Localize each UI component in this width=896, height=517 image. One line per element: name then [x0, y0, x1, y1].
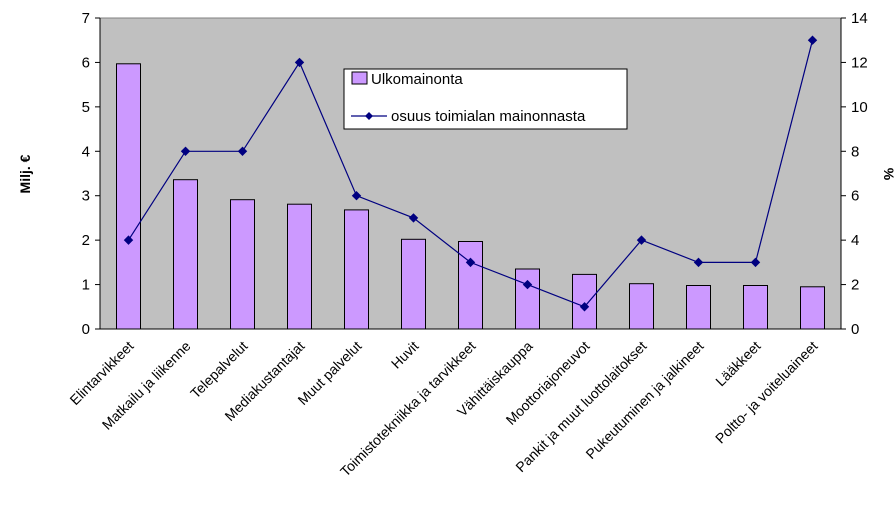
- y-tick-label: 2: [82, 232, 90, 249]
- line-point: [693, 257, 704, 268]
- line-point: [294, 57, 305, 68]
- legend-line-marker: [365, 112, 373, 120]
- y2-tick-label: 2: [851, 277, 859, 294]
- y2-tick-label: 8: [851, 143, 859, 160]
- axes: [99, 18, 842, 330]
- x-tick-label: Lääkkeet: [712, 338, 764, 390]
- bar: [572, 273, 597, 330]
- bar: [458, 241, 483, 330]
- y-tick-label: 4: [82, 143, 90, 160]
- line-point: [123, 235, 134, 245]
- line-point: [237, 146, 248, 156]
- legend: Ulkomainonta osuus toimialan mainonnasta: [343, 68, 628, 130]
- left-axis-title: Milj. €: [17, 154, 33, 193]
- bar: [629, 283, 654, 330]
- line-point: [579, 302, 590, 312]
- line-point: [180, 146, 191, 156]
- legend-box: [343, 68, 628, 130]
- x-tick-label: Pukeutuminen ja jalkineet: [582, 338, 706, 462]
- legend-bar-swatch: [351, 71, 368, 85]
- y2-tick-label: 14: [851, 10, 868, 27]
- line-point: [807, 35, 818, 45]
- bar: [116, 63, 141, 330]
- y-tick-label: 7: [82, 10, 90, 27]
- y-tick-label: 1: [82, 277, 90, 294]
- line-point: [522, 279, 533, 290]
- bar: [287, 203, 312, 330]
- bar: [515, 268, 540, 330]
- bar: [401, 238, 426, 330]
- line-point: [636, 235, 647, 245]
- right-axis-title: %: [881, 168, 896, 181]
- line-point: [408, 213, 419, 223]
- y2-tick-label: 6: [851, 188, 859, 205]
- legend-bar-label: Ulkomainonta: [371, 71, 463, 88]
- bar: [743, 285, 768, 330]
- y-tick-label: 5: [82, 99, 90, 116]
- line-point: [465, 257, 476, 268]
- left-axis-ticks: 0 1 2 3 4 5 6 7: [82, 10, 100, 338]
- x-tick-label: Poltto- ja voiteluaineet: [712, 338, 821, 447]
- x-tick-label: Huvit: [388, 338, 422, 372]
- y-tick-label: 0: [82, 321, 90, 338]
- line-series: [123, 35, 818, 312]
- bar: [173, 179, 198, 330]
- y2-tick-label: 0: [851, 321, 859, 338]
- bar: [344, 209, 369, 330]
- line-point: [750, 257, 761, 268]
- line-point: [351, 191, 362, 201]
- y2-tick-label: 4: [851, 232, 859, 249]
- bar: [686, 285, 711, 330]
- bar-series: [116, 63, 825, 330]
- right-axis-ticks: 0 2 4 6 8 10 12 14: [841, 10, 868, 338]
- bar: [230, 199, 255, 330]
- legend-line-label: osuus toimialan mainonnasta: [391, 108, 586, 125]
- bar: [800, 286, 825, 330]
- y2-tick-label: 12: [851, 54, 868, 71]
- y-tick-label: 6: [82, 54, 90, 71]
- y2-tick-label: 10: [851, 99, 868, 116]
- y-tick-label: 3: [82, 188, 90, 205]
